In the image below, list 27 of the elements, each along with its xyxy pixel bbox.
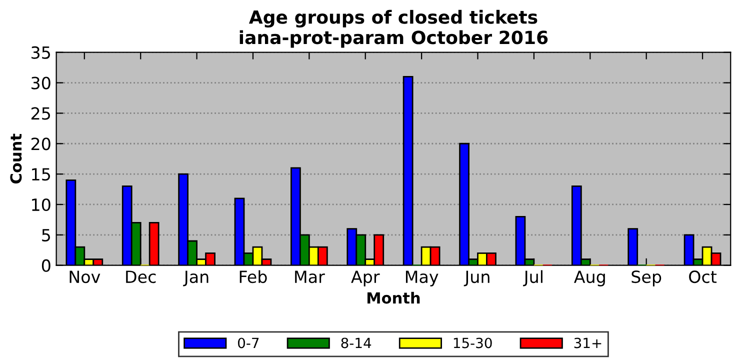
x-tick-label: Nov — [70, 270, 100, 284]
chart-title: Age groups of closed tickets iana-prot-param October 2016 — [240, 10, 548, 48]
x-tick-label: Jun — [464, 270, 490, 286]
y-tick-label: 10 — [32, 198, 50, 212]
y-tick-label: 25 — [31, 107, 50, 120]
legend-label: 15-30 — [454, 338, 492, 348]
y-tick-label: 5 — [42, 229, 50, 242]
y-axis-title: Count — [10, 134, 22, 184]
x-tick-label: Jul — [523, 270, 542, 286]
y-tick-label: 20 — [31, 138, 50, 150]
legend-label: 31+ — [574, 338, 602, 348]
x-tick-label: Sep — [632, 270, 662, 286]
y-tick-label: 15 — [32, 168, 50, 181]
legend-label: 8-14 — [341, 338, 372, 348]
legend-label: 0-7 — [238, 338, 259, 348]
x-tick-label: Dec — [126, 270, 156, 284]
x-axis-title: Month — [368, 292, 420, 304]
x-tick-label: Apr — [351, 270, 380, 286]
y-tick-label: 30 — [32, 76, 50, 90]
x-tick-label: Jan — [183, 270, 208, 286]
x-tick-label: Oct — [689, 270, 717, 284]
y-tick-label: 35 — [32, 46, 50, 59]
x-tick-label: Feb — [240, 270, 267, 284]
y-tick-label: 0 — [42, 259, 50, 272]
x-tick-label: Aug — [574, 270, 605, 286]
x-tick-label: May — [406, 270, 438, 286]
x-tick-label: Mar — [295, 270, 325, 284]
